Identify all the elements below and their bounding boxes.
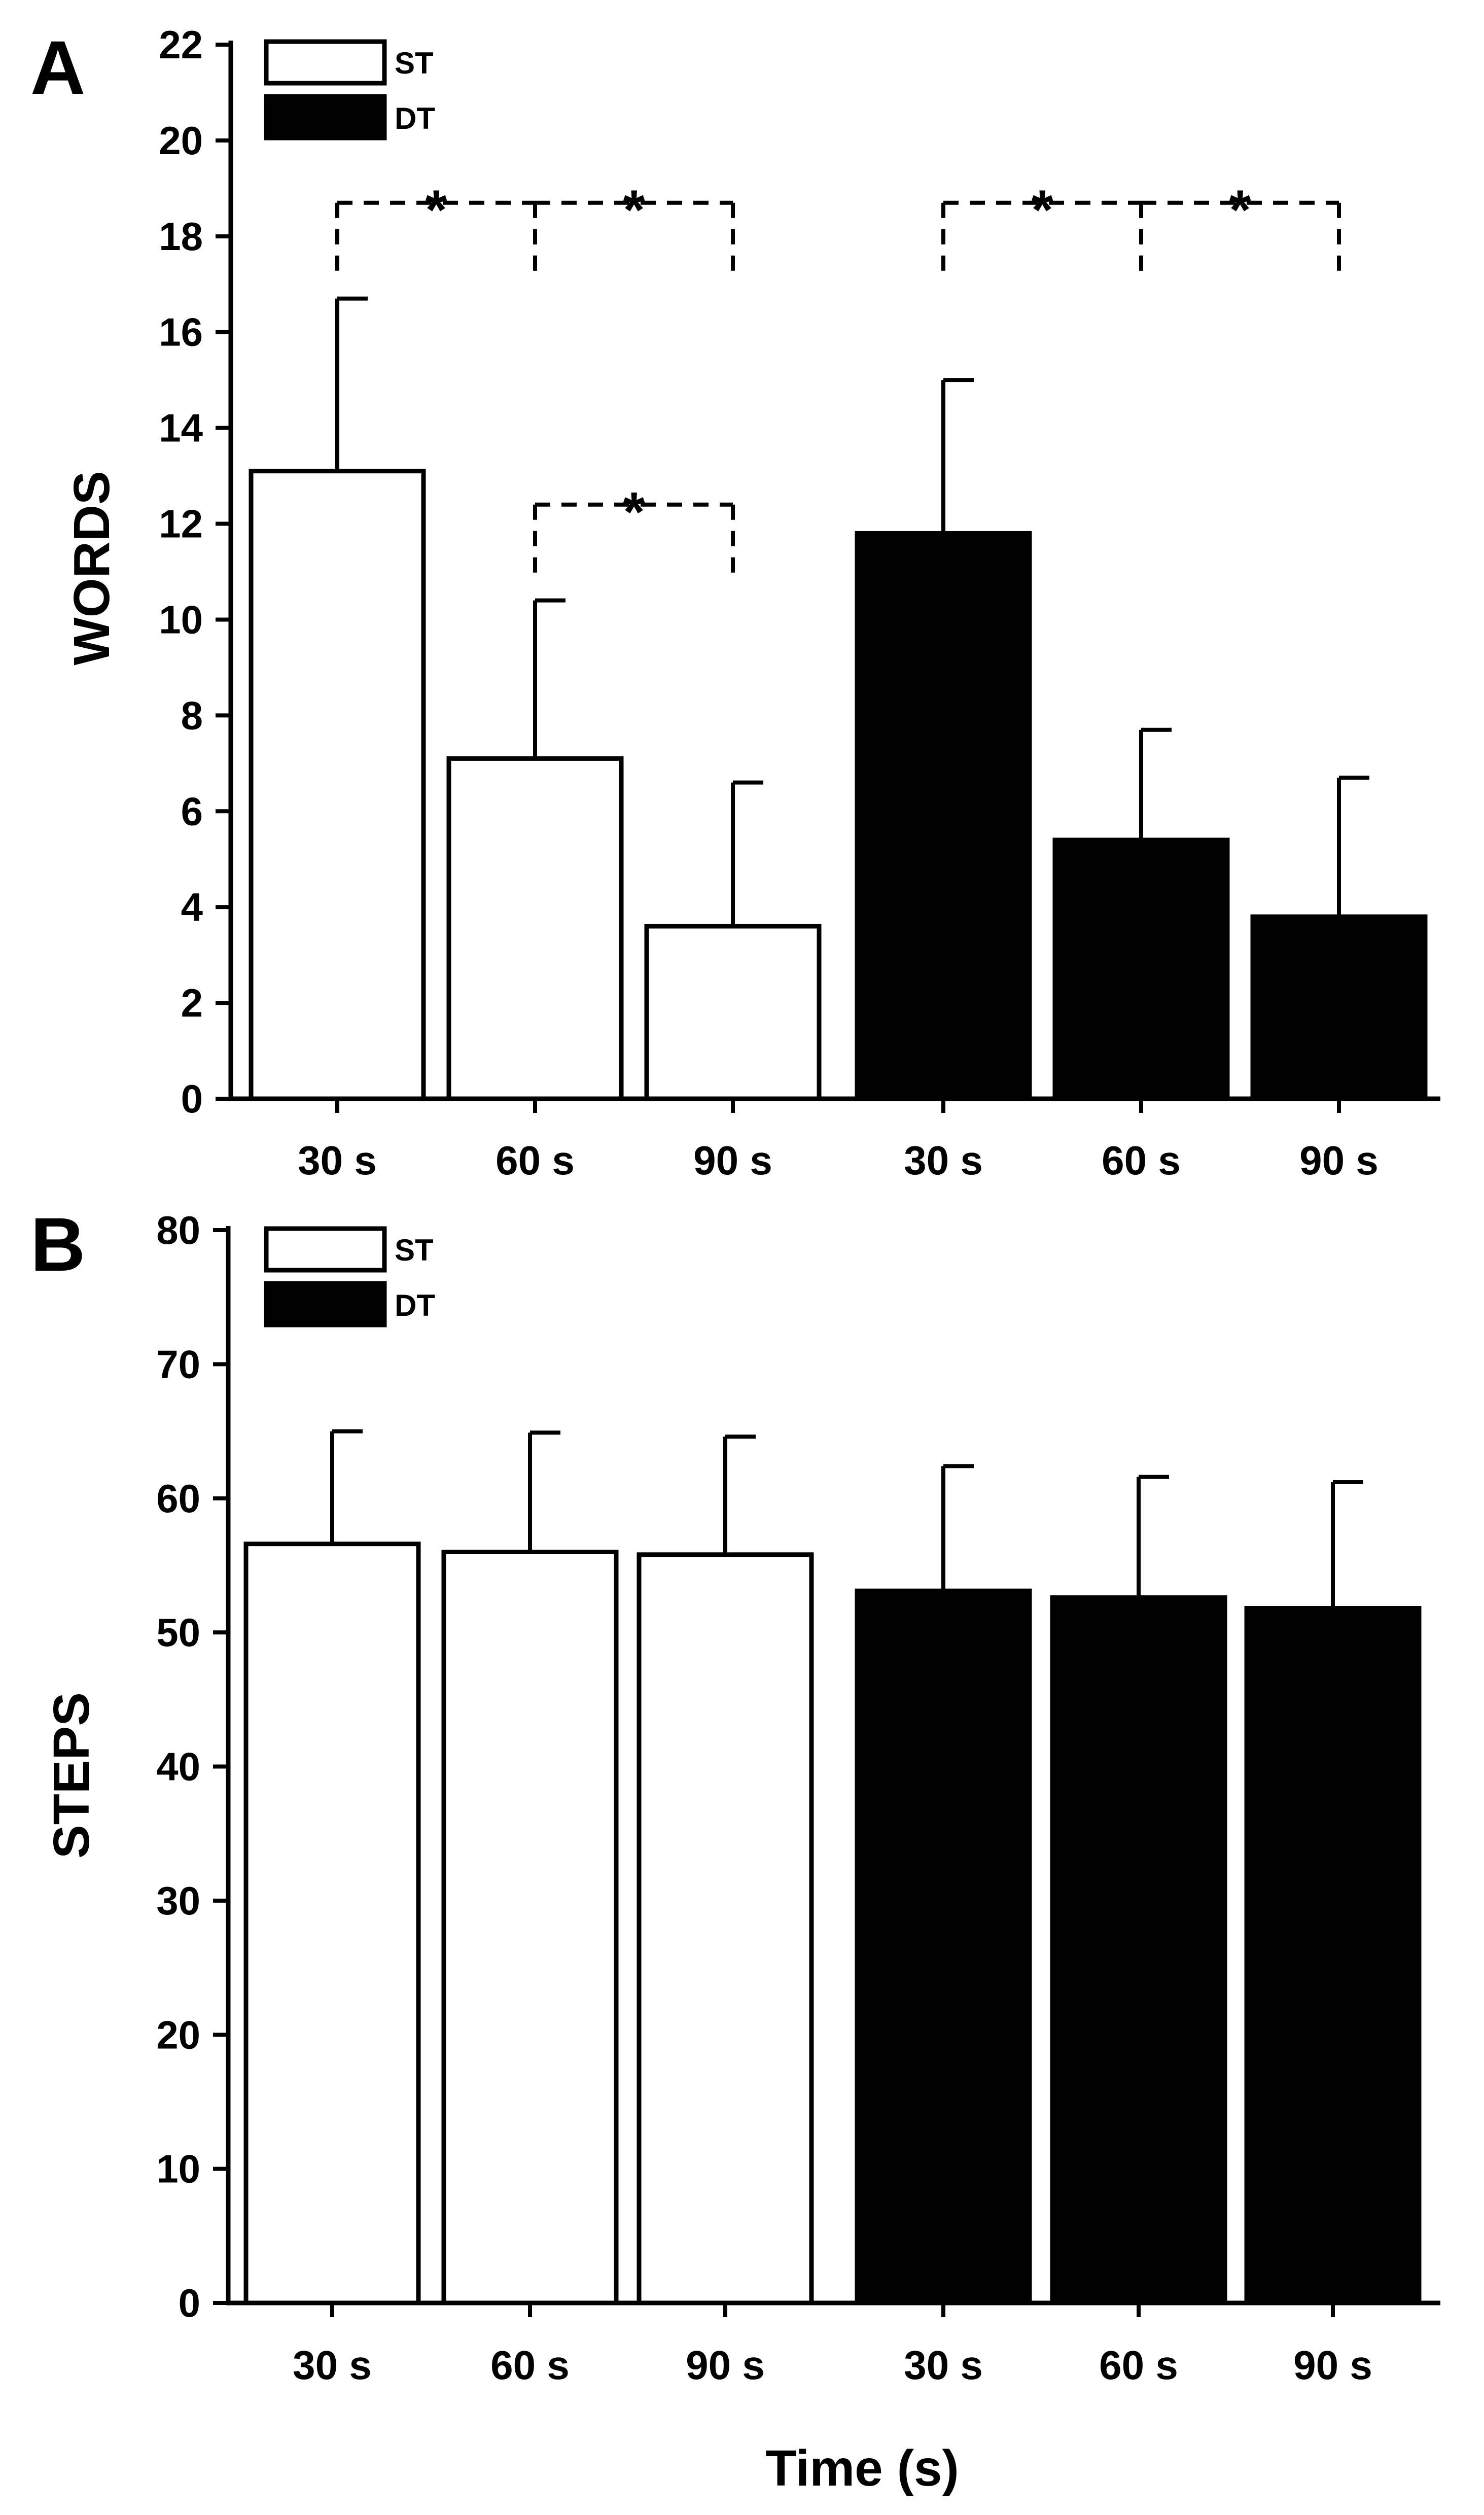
significance-star: * (426, 179, 447, 241)
x-axis-title: Time (s) (765, 2440, 959, 2497)
y-tick-label: 0 (179, 2281, 200, 2325)
significance-star: * (1032, 179, 1053, 241)
y-tick-label: 80 (156, 1208, 200, 1252)
bar (1050, 1595, 1227, 2306)
panel-letter-a: A (30, 25, 85, 110)
bar (1244, 1606, 1422, 2306)
y-tick-label: 22 (159, 22, 203, 67)
legend-label-dt: DT (395, 101, 435, 135)
y-tick-label: 14 (159, 406, 203, 450)
error-bar-group (330, 1429, 1363, 1609)
y-tick-label: 18 (159, 214, 203, 259)
y-tick-label: 4 (181, 885, 203, 929)
significance-group: * * * * * (335, 179, 1341, 578)
x-tick-label: 30 s (293, 2343, 372, 2388)
bar (249, 469, 426, 1101)
y-tick-label: 10 (159, 597, 203, 642)
legend-label-st: ST (395, 1233, 434, 1267)
y-tick-label: 2 (181, 981, 203, 1025)
y-tick-label: 50 (156, 1610, 200, 1655)
significance-star: * (623, 179, 645, 241)
legend-swatch-dt (264, 94, 387, 141)
bar (1052, 837, 1230, 1101)
bar (1250, 914, 1428, 1101)
error-bar-group (335, 296, 1369, 926)
legend: ST DT (264, 1226, 435, 1328)
panel-a: A 0 2 4 6 8 10 12 14 16 18 20 22 30 s 60 s 90 s 30 s 60 … (30, 22, 1440, 1183)
bar (637, 1552, 814, 2306)
y-tick-label: 8 (181, 693, 203, 738)
legend-label-st: ST (395, 46, 434, 80)
legend-swatch-st (264, 1226, 387, 1273)
bar (243, 1542, 421, 2306)
y-tick-label: 30 (156, 1878, 200, 1923)
y-axis-title: WORDS (63, 471, 120, 665)
legend-label-dt: DT (395, 1288, 435, 1322)
significance-star: * (1229, 179, 1251, 241)
x-tick-label: 60 s (490, 2343, 570, 2388)
y-tick-label: 0 (181, 1076, 203, 1121)
legend: ST DT (264, 39, 435, 141)
y-tick-label: 16 (159, 310, 203, 355)
y-axis-title: STEPS (43, 1692, 100, 1859)
y-tick-label: 12 (159, 502, 203, 546)
y-tick-label: 6 (181, 789, 203, 833)
y-tick-label: 20 (159, 118, 203, 163)
x-tick-label: 60 s (1099, 2343, 1178, 2388)
panel-letter-b: B (30, 1202, 85, 1287)
x-tick-label: 90 s (686, 2343, 765, 2388)
y-tick-label: 70 (156, 1342, 200, 1386)
y-tick-label: 40 (156, 1744, 200, 1789)
significance-star: * (623, 481, 645, 543)
x-tick-label: 30 s (904, 1138, 983, 1183)
y-tick-label: 10 (156, 2147, 200, 2191)
x-tick-label: 90 s (1299, 1138, 1379, 1183)
bar (855, 1588, 1032, 2306)
x-tick-label: 30 s (298, 1138, 377, 1183)
panel-b: B 0 10 20 30 40 50 60 70 80 30 s 60 s 90 s 30 s 60 s 9… (30, 1202, 1440, 2497)
bar (446, 756, 624, 1101)
legend-swatch-st (264, 39, 387, 86)
x-tick-label: 90 s (1293, 2343, 1372, 2388)
x-tick-label: 60 s (1102, 1138, 1181, 1183)
bar (855, 531, 1032, 1101)
x-tick-label: 30 s (904, 2343, 983, 2388)
bar (441, 1550, 619, 2306)
axes: 0 10 20 30 40 50 60 70 80 30 s 60 s 90 s 30 s 60 s 90 … (156, 1208, 1440, 2388)
legend-swatch-dt (264, 1281, 387, 1328)
y-tick-label: 60 (156, 1476, 200, 1521)
y-tick-label: 20 (156, 2012, 200, 2057)
axes: 0 2 4 6 8 10 12 14 16 18 20 22 30 s 60 s 90 s 30 s 60 s 9… (159, 22, 1440, 1183)
x-tick-label: 60 s (496, 1138, 575, 1183)
bar (644, 924, 822, 1101)
x-tick-label: 90 s (693, 1138, 772, 1183)
bar-group (243, 1542, 1422, 2306)
